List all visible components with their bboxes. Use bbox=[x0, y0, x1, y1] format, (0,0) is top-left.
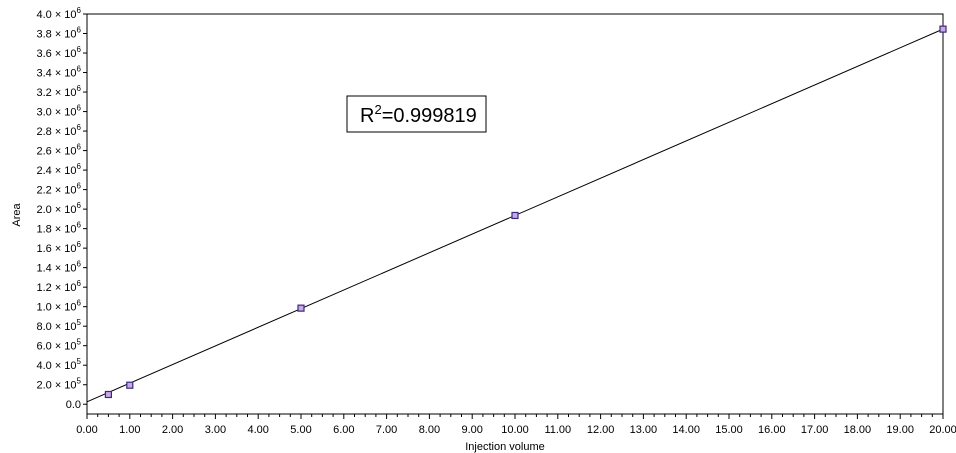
x-tick-label: 10.00 bbox=[501, 424, 529, 436]
y-tick-label: 6.0 × 105 bbox=[36, 338, 81, 353]
x-tick-label: 8.00 bbox=[419, 424, 440, 436]
data-point bbox=[126, 381, 134, 389]
annotation-box bbox=[346, 95, 487, 133]
x-tick-label: 9.00 bbox=[461, 424, 482, 436]
y-tick-label: 4.0 × 105 bbox=[36, 357, 81, 372]
x-axis-ticks: 0.00 1.00 2.00 3.00 4.00 5.00 6.00 7.00 8.00 9.00… bbox=[76, 414, 956, 436]
y-tick-label: 0.0 bbox=[66, 399, 81, 411]
data-point bbox=[511, 211, 519, 220]
x-tick-label: 18.00 bbox=[844, 424, 872, 436]
data-point bbox=[297, 304, 305, 312]
x-tick-label: 5.00 bbox=[290, 424, 311, 436]
y-tick-label: 3.0 × 106 bbox=[36, 104, 81, 119]
data-points bbox=[104, 25, 947, 399]
annotation-superscript: 2 bbox=[374, 102, 381, 117]
data-point bbox=[104, 390, 113, 399]
x-tick-label: 2.00 bbox=[162, 424, 183, 436]
data-point bbox=[939, 25, 947, 33]
y-tick-label: 1.4 × 106 bbox=[36, 260, 81, 275]
y-tick-label: 1.0 × 106 bbox=[36, 299, 81, 314]
y-axis-ticks: 0.0 2.0 × 105 4.0 × 105 6.0 × 105 8.0 × 105 1… bbox=[36, 6, 87, 411]
r-squared-annotation: R2=0.999819 bbox=[346, 95, 487, 133]
x-tick-label: 6.00 bbox=[333, 424, 354, 436]
y-tick-label: 2.6 × 106 bbox=[36, 143, 81, 158]
y-tick-label: 2.8 × 106 bbox=[36, 123, 81, 138]
x-tick-label: 12.00 bbox=[587, 424, 615, 436]
x-tick-label: 7.00 bbox=[376, 424, 397, 436]
y-tick-label: 3.6 × 106 bbox=[36, 45, 81, 60]
y-tick-label: 8.0 × 105 bbox=[36, 318, 81, 333]
y-tick-label: 1.6 × 106 bbox=[36, 240, 81, 255]
x-tick-label: 0.00 bbox=[76, 424, 97, 436]
x-tick-label: 20.00 bbox=[929, 424, 956, 436]
x-tick-label: 17.00 bbox=[801, 424, 829, 436]
annotation-text: R2=0.999819 bbox=[360, 102, 477, 127]
x-axis-title: Injection volume bbox=[465, 441, 545, 453]
x-tick-label: 19.00 bbox=[886, 424, 914, 436]
y-tick-label: 3.2 × 106 bbox=[36, 84, 81, 99]
y-tick-label: 1.8 × 106 bbox=[36, 221, 81, 236]
annotation-r: R bbox=[360, 105, 374, 127]
x-tick-label: 15.00 bbox=[715, 424, 743, 436]
x-tick-label: 13.00 bbox=[630, 424, 658, 436]
x-tick-label: 16.00 bbox=[758, 424, 786, 436]
x-tick-label: 4.00 bbox=[247, 424, 268, 436]
annotation-value: =0.999819 bbox=[382, 105, 477, 127]
x-tick-label: 1.00 bbox=[119, 424, 140, 436]
y-tick-label: 2.0 × 106 bbox=[36, 201, 81, 216]
y-axis-title: Area bbox=[11, 203, 23, 227]
y-tick-label: 2.2 × 106 bbox=[36, 182, 81, 197]
y-tick-label: 2.0 × 105 bbox=[36, 377, 81, 392]
y-tick-label: 2.4 × 106 bbox=[36, 162, 81, 177]
y-tick-label: 3.4 × 106 bbox=[36, 65, 81, 80]
y-tick-label: 1.2 × 106 bbox=[36, 279, 81, 294]
x-tick-label: 3.00 bbox=[205, 424, 226, 436]
y-tick-label: 4.0 × 106 bbox=[36, 6, 81, 21]
x-tick-label: 11.00 bbox=[544, 424, 571, 436]
x-tick-label: 14.00 bbox=[672, 424, 700, 436]
y-tick-label: 3.8 × 106 bbox=[36, 26, 81, 41]
